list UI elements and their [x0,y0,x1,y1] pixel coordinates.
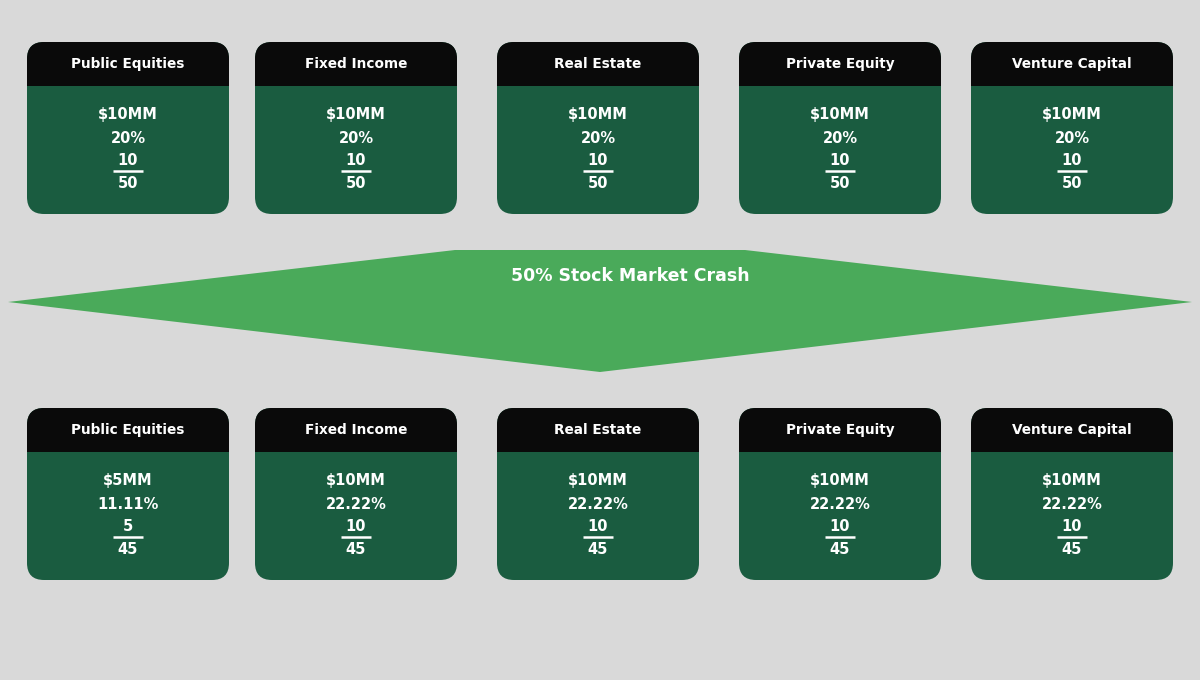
Text: 11.11%: 11.11% [97,496,158,511]
Bar [28,69,229,86]
FancyBboxPatch shape [28,42,229,86]
FancyBboxPatch shape [497,408,698,580]
Text: 50: 50 [829,175,851,190]
Text: 10: 10 [1062,153,1082,168]
Text: 20%: 20% [581,131,616,146]
Text: Fixed Income: Fixed Income [305,423,407,437]
Text: $10MM: $10MM [568,107,628,122]
Bar [28,435,229,452]
Text: 50: 50 [346,175,366,190]
FancyBboxPatch shape [254,42,457,214]
Bar [739,435,941,452]
Text: $10MM: $10MM [1042,107,1102,122]
Text: Real Estate: Real Estate [554,423,642,437]
Text: 10: 10 [118,153,138,168]
FancyBboxPatch shape [739,408,941,452]
FancyBboxPatch shape [28,408,229,580]
Text: 22.22%: 22.22% [325,496,386,511]
Text: $10MM: $10MM [1042,473,1102,488]
Text: 10: 10 [588,153,608,168]
FancyBboxPatch shape [739,408,941,580]
Text: $10MM: $10MM [810,473,870,488]
FancyBboxPatch shape [739,42,941,86]
FancyBboxPatch shape [254,408,457,580]
Text: $5MM: $5MM [103,473,152,488]
FancyBboxPatch shape [497,42,698,214]
Text: Public Equities: Public Equities [71,423,185,437]
Text: 50: 50 [1062,175,1082,190]
Bar [497,69,698,86]
Text: 10: 10 [829,519,851,534]
Text: 20%: 20% [1055,131,1090,146]
Text: $10MM: $10MM [326,473,386,488]
Text: Fixed Income: Fixed Income [305,57,407,71]
Bar [254,435,457,452]
Text: $10MM: $10MM [98,107,158,122]
Text: $10MM: $10MM [568,473,628,488]
Bar [497,435,698,452]
FancyBboxPatch shape [28,408,229,452]
Text: Private Equity: Private Equity [786,423,894,437]
FancyBboxPatch shape [28,42,229,214]
Bar [971,69,1174,86]
Text: Private Equity: Private Equity [786,57,894,71]
Text: 10: 10 [829,153,851,168]
Bar [739,69,941,86]
Text: $10MM: $10MM [810,107,870,122]
Text: 50% Stock Market Crash: 50% Stock Market Crash [511,267,749,285]
Text: 20%: 20% [110,131,145,146]
FancyBboxPatch shape [971,42,1174,214]
Text: 20%: 20% [822,131,858,146]
Text: 10: 10 [588,519,608,534]
Text: 5: 5 [122,519,133,534]
Text: 45: 45 [118,542,138,557]
Text: Venture Capital: Venture Capital [1012,57,1132,71]
Polygon shape [8,250,1192,372]
FancyBboxPatch shape [254,408,457,452]
Text: $10MM: $10MM [326,107,386,122]
Text: Real Estate: Real Estate [554,57,642,71]
Text: 10: 10 [346,153,366,168]
FancyBboxPatch shape [497,42,698,86]
FancyBboxPatch shape [254,42,457,86]
Bar [254,69,457,86]
Text: 50: 50 [588,175,608,190]
Text: 22.22%: 22.22% [568,496,629,511]
Bar [971,435,1174,452]
Text: Public Equities: Public Equities [71,57,185,71]
FancyBboxPatch shape [971,408,1174,580]
Text: 22.22%: 22.22% [810,496,870,511]
Text: 45: 45 [1062,542,1082,557]
FancyBboxPatch shape [971,42,1174,86]
Text: 10: 10 [346,519,366,534]
FancyBboxPatch shape [739,42,941,214]
Text: 50: 50 [118,175,138,190]
FancyBboxPatch shape [971,408,1174,452]
Text: 45: 45 [346,542,366,557]
Text: 20%: 20% [338,131,373,146]
Text: 45: 45 [830,542,850,557]
Text: 45: 45 [588,542,608,557]
Text: 22.22%: 22.22% [1042,496,1103,511]
FancyBboxPatch shape [497,408,698,452]
Text: Venture Capital: Venture Capital [1012,423,1132,437]
Text: 10: 10 [1062,519,1082,534]
